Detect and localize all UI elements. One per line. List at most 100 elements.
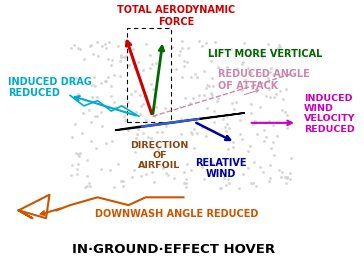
Point: [76, 154, 82, 158]
Point: [111, 100, 117, 104]
Point: [277, 45, 283, 50]
Point: [272, 153, 277, 158]
Point: [133, 135, 139, 140]
Point: [214, 99, 220, 103]
Point: [105, 57, 111, 61]
Point: [189, 131, 195, 136]
Point: [268, 146, 274, 150]
Point: [181, 59, 187, 63]
Point: [229, 101, 235, 105]
Point: [147, 106, 153, 110]
Point: [187, 75, 193, 79]
Point: [181, 64, 187, 69]
Point: [252, 119, 258, 123]
Point: [87, 183, 93, 188]
Point: [258, 72, 264, 77]
Point: [78, 150, 83, 155]
Point: [99, 124, 105, 128]
Point: [270, 140, 276, 144]
Point: [211, 120, 217, 125]
Point: [154, 105, 159, 109]
Point: [254, 131, 260, 136]
Point: [206, 159, 212, 163]
Point: [246, 53, 252, 57]
Point: [117, 58, 123, 63]
Point: [209, 53, 215, 57]
Point: [87, 44, 93, 48]
Point: [99, 167, 104, 171]
Point: [105, 74, 111, 79]
Point: [125, 100, 131, 105]
Point: [263, 94, 269, 98]
Point: [91, 75, 97, 79]
Text: REDUCED ANGLE
OF ATTACK: REDUCED ANGLE OF ATTACK: [218, 69, 310, 91]
Text: RELATIVE
WIND: RELATIVE WIND: [195, 158, 247, 179]
Point: [267, 70, 273, 74]
Point: [201, 177, 206, 181]
Point: [223, 183, 229, 187]
Point: [182, 181, 187, 185]
Point: [68, 173, 74, 177]
Point: [108, 84, 114, 88]
Point: [248, 102, 253, 106]
Point: [230, 170, 236, 174]
Point: [265, 42, 271, 46]
Point: [140, 131, 146, 135]
Point: [84, 174, 90, 178]
Point: [225, 147, 231, 151]
Point: [270, 123, 276, 127]
Point: [191, 127, 197, 131]
Point: [249, 86, 255, 90]
Point: [205, 83, 210, 87]
Point: [266, 119, 272, 123]
Point: [109, 138, 115, 143]
Point: [109, 58, 115, 62]
Point: [187, 101, 193, 105]
Text: DIRECTION
OF
AIRFOIL: DIRECTION OF AIRFOIL: [130, 141, 189, 170]
Point: [203, 41, 209, 45]
Point: [108, 63, 114, 67]
Point: [277, 89, 283, 93]
Point: [115, 44, 120, 48]
Point: [248, 181, 254, 186]
Point: [201, 92, 207, 97]
Point: [150, 87, 156, 92]
Point: [148, 136, 154, 140]
Point: [284, 175, 290, 180]
Point: [266, 179, 272, 183]
Point: [194, 75, 200, 79]
Point: [135, 60, 141, 64]
Point: [183, 177, 189, 181]
Point: [278, 175, 284, 179]
Point: [199, 44, 205, 48]
Point: [149, 146, 155, 150]
Point: [76, 92, 82, 96]
Point: [179, 46, 185, 50]
Point: [118, 55, 124, 59]
Point: [222, 176, 228, 181]
Point: [263, 135, 269, 139]
Point: [92, 84, 98, 88]
Point: [74, 172, 80, 176]
Point: [72, 122, 78, 126]
Point: [96, 54, 102, 58]
Point: [284, 112, 289, 117]
Point: [147, 53, 153, 57]
Point: [171, 176, 177, 180]
Point: [199, 165, 205, 169]
Point: [266, 87, 272, 91]
Point: [178, 117, 183, 121]
Point: [120, 183, 126, 188]
Point: [261, 128, 267, 133]
Point: [137, 112, 143, 116]
Point: [166, 173, 171, 177]
Point: [262, 121, 268, 125]
Point: [121, 114, 127, 118]
Point: [240, 60, 246, 64]
Point: [217, 186, 223, 190]
Point: [126, 63, 132, 67]
Point: [257, 165, 263, 169]
Point: [248, 71, 254, 75]
Point: [233, 100, 238, 104]
Point: [177, 105, 183, 109]
